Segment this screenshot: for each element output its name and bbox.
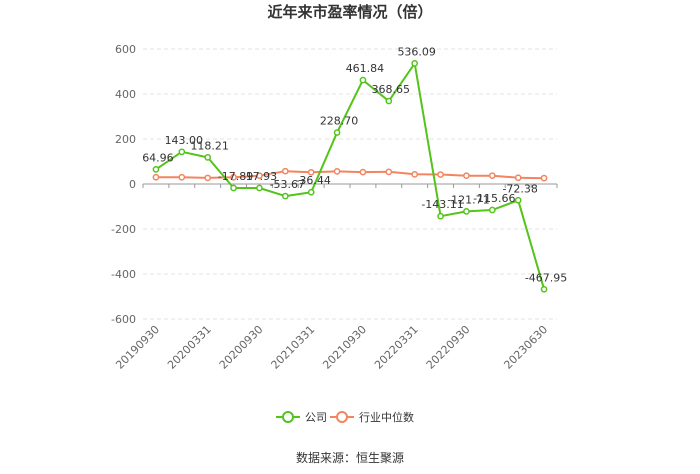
data-label: -17.89 <box>218 170 253 183</box>
data-point <box>411 60 419 67</box>
legend-swatch-marker <box>282 411 294 423</box>
data-label: -72.38 <box>502 182 537 195</box>
y-tick-label: 400 <box>115 88 136 101</box>
data-point <box>152 166 160 173</box>
data-label: -36.44 <box>295 174 330 187</box>
data-point <box>411 170 419 178</box>
legend-label: 行业中位数 <box>359 410 414 424</box>
data-point <box>230 173 237 181</box>
data-point <box>333 129 341 136</box>
data-point <box>514 196 522 204</box>
x-tick-label: 20200930 <box>217 323 266 372</box>
x-tick-label: 20210930 <box>320 323 369 372</box>
data-label: 368.65 <box>372 83 411 96</box>
data-point <box>307 188 315 196</box>
data-point <box>385 168 393 176</box>
data-point <box>359 76 367 84</box>
x-tick-label: 20230630 <box>501 323 550 372</box>
data-point <box>437 212 444 220</box>
data-point <box>178 148 186 156</box>
data-point <box>204 174 212 182</box>
data-label: -143.11 <box>421 198 463 211</box>
y-tick-label: -200 <box>111 223 136 236</box>
data-point <box>437 171 444 178</box>
data-point <box>230 184 237 192</box>
data-label: 118.21 <box>190 139 229 152</box>
data-label: 143.00 <box>165 134 204 147</box>
data-point <box>281 192 289 200</box>
series-line <box>155 170 545 180</box>
data-point <box>178 173 186 181</box>
data-label: 461.84 <box>346 62 385 75</box>
chart-title: 近年来市盈率情况（倍） <box>267 3 432 21</box>
data-point <box>256 172 263 180</box>
data-point <box>385 97 393 105</box>
legend-label: 公司 <box>305 411 327 424</box>
x-tick-label: 20200331 <box>165 323 214 372</box>
data-label: 64.96 <box>142 151 174 164</box>
data-label: -53.67 <box>270 178 305 191</box>
x-tick-label: 20190930 <box>113 323 162 372</box>
data-point <box>540 174 548 182</box>
data-point <box>488 172 496 180</box>
x-tick-label: 20220331 <box>372 323 421 372</box>
data-point <box>281 167 289 175</box>
data-label: -121.71 <box>447 193 489 206</box>
grid-lines <box>143 48 557 320</box>
y-tick-label: 0 <box>129 178 136 191</box>
data-label: -115.66 <box>473 192 515 205</box>
data-point <box>463 172 470 180</box>
y-tick-label: 600 <box>115 43 136 56</box>
data-point <box>152 173 160 181</box>
data-point <box>333 168 341 175</box>
series-line <box>155 62 546 290</box>
data-point <box>359 168 367 176</box>
data-point <box>488 206 496 214</box>
data-point <box>463 208 470 215</box>
y-tick-label: -600 <box>111 313 136 326</box>
x-tick-label: 20220930 <box>424 323 473 372</box>
y-tick-label: 200 <box>115 133 136 146</box>
x-tick-label: 20210331 <box>269 323 318 372</box>
data-point <box>514 174 522 182</box>
data-point <box>204 154 212 161</box>
legend-swatch-marker <box>336 411 348 423</box>
data-label: 536.09 <box>397 45 436 58</box>
data-point <box>540 285 548 293</box>
data-label: -467.95 <box>525 271 567 284</box>
data-label: 17.93 <box>246 170 278 183</box>
data-label: 228.70 <box>320 115 359 128</box>
source-note: 数据来源：恒生聚源 <box>296 450 404 465</box>
y-tick-label: -400 <box>111 268 136 281</box>
legend: 公司 行业中位数 <box>276 410 414 424</box>
series-layer <box>152 60 548 293</box>
data-point <box>256 184 263 192</box>
data-point <box>307 168 315 176</box>
